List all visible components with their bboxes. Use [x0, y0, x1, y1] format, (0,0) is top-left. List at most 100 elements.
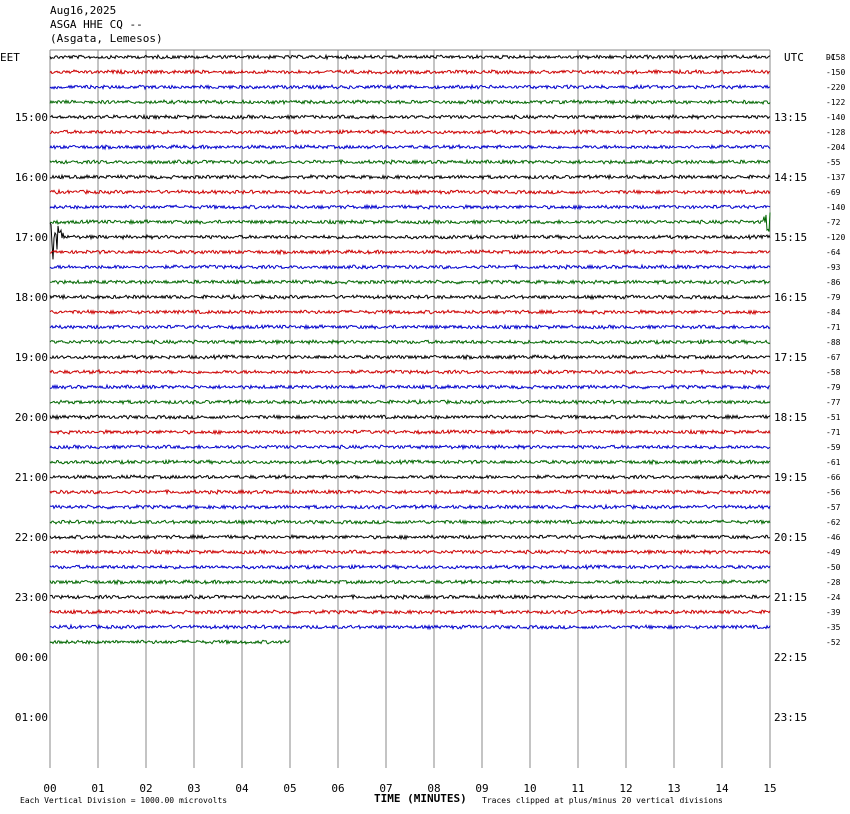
left-hour-label: 16:00 [15, 171, 48, 184]
trace-line [49, 263, 771, 271]
dc-offset-label: -49 [826, 548, 841, 557]
x-tick-label: 02 [139, 782, 152, 795]
trace-line [49, 519, 771, 526]
trace-line [49, 503, 771, 511]
x-tick-label: 01 [91, 782, 104, 795]
dc-offset-label: -57 [826, 503, 841, 512]
left-hour-label: 15:00 [15, 111, 48, 124]
x-tick-label: 11 [571, 782, 584, 795]
trace-line [49, 398, 771, 406]
right-hour-label: 23:15 [774, 711, 807, 724]
dc-offset-label: -64 [826, 248, 841, 257]
trace-line [49, 222, 771, 260]
dc-offset-label: -204 [826, 143, 845, 152]
trace-line [49, 143, 771, 151]
trace-line [49, 248, 771, 256]
trace-line [49, 308, 771, 316]
dc-offset-label: -158 [826, 53, 845, 62]
station-location: (Asgata, Lemesos) [50, 32, 163, 45]
trace-line [49, 68, 771, 76]
dc-offset-label: -71 [826, 323, 841, 332]
dc-offset-label: -86 [826, 278, 841, 287]
dc-offset-label: -79 [826, 383, 841, 392]
left-hour-label: 18:00 [15, 291, 48, 304]
trace-line [49, 548, 771, 556]
trace-line [49, 158, 771, 166]
right-hour-label: 19:15 [774, 471, 807, 484]
trace-line [49, 128, 771, 136]
dc-offset-label: -50 [826, 563, 841, 572]
left-hour-label: 17:00 [15, 231, 48, 244]
trace-line [49, 563, 771, 571]
trace-line [49, 488, 771, 496]
dc-offset-label: -28 [826, 578, 841, 587]
trace-line [49, 323, 771, 331]
dc-offset-label: -56 [826, 488, 841, 497]
dc-offset-label: -51 [826, 413, 841, 422]
trace-line [49, 173, 771, 181]
trace-line [49, 473, 771, 480]
left-hour-label: 19:00 [15, 351, 48, 364]
right-hour-label: 17:15 [774, 351, 807, 364]
right-hour-label: 22:15 [774, 651, 807, 664]
left-hour-label: 22:00 [15, 531, 48, 544]
dc-offset-label: -71 [826, 428, 841, 437]
x-tick-label: 09 [475, 782, 488, 795]
trace-line [49, 212, 771, 232]
left-hour-label: 00:00 [15, 651, 48, 664]
dc-offset-label: -55 [826, 158, 841, 167]
trace-line [49, 98, 771, 106]
x-tick-label: 08 [427, 782, 440, 795]
trace-line [49, 578, 770, 586]
trace-line [49, 458, 771, 466]
left-hour-label: 01:00 [15, 711, 48, 724]
x-tick-label: 00 [43, 782, 56, 795]
left-timezone-label: EET [0, 51, 20, 64]
plot-date: Aug16,2025 [50, 4, 117, 17]
trace-line [49, 368, 771, 376]
dc-offset-label: -140 [826, 203, 845, 212]
trace-line [49, 593, 771, 601]
trace-line [49, 338, 771, 346]
dc-offset-label: -59 [826, 443, 841, 452]
dc-offset-label: -24 [826, 593, 841, 602]
dc-offset-label: -58 [826, 368, 841, 377]
dc-offset-label: -66 [826, 473, 841, 482]
x-tick-label: 04 [235, 782, 249, 795]
right-hour-label: 15:15 [774, 231, 807, 244]
trace-line [49, 353, 771, 361]
trace-line [49, 83, 771, 91]
left-hour-label: 21:00 [15, 471, 48, 484]
dc-offset-label: -220 [826, 83, 845, 92]
trace-line [49, 188, 771, 196]
trace-line [49, 533, 771, 541]
dc-offset-label: -35 [826, 623, 841, 632]
trace-line [49, 639, 291, 646]
dc-offset-label: -137 [826, 173, 845, 182]
dc-offset-label: -46 [826, 533, 841, 542]
trace-line [49, 278, 771, 286]
x-tick-label: 05 [283, 782, 296, 795]
x-tick-label: 15 [763, 782, 776, 795]
right-hour-label: 18:15 [774, 411, 807, 424]
dc-offset-label: -122 [826, 98, 845, 107]
dc-offset-label: -69 [826, 188, 841, 197]
trace-line [49, 293, 771, 301]
left-hour-label: 23:00 [15, 591, 48, 604]
x-tick-label: 07 [379, 782, 392, 795]
trace-line [49, 623, 771, 631]
dc-offset-label: -93 [826, 263, 841, 272]
dc-column-label: DC [826, 53, 836, 62]
dc-offset-label: -79 [826, 293, 841, 302]
x-tick-label: 03 [187, 782, 200, 795]
dc-offset-label: -62 [826, 518, 841, 527]
footer-clip-note: Traces clipped at plus/minus 20 vertical… [482, 796, 723, 805]
dc-offset-label: -52 [826, 638, 841, 647]
x-tick-label: 10 [523, 782, 536, 795]
right-hour-label: 16:15 [774, 291, 807, 304]
trace-line [49, 413, 771, 421]
dc-offset-label: -128 [826, 128, 845, 137]
trace-line [49, 53, 771, 61]
trace-line [49, 383, 771, 390]
